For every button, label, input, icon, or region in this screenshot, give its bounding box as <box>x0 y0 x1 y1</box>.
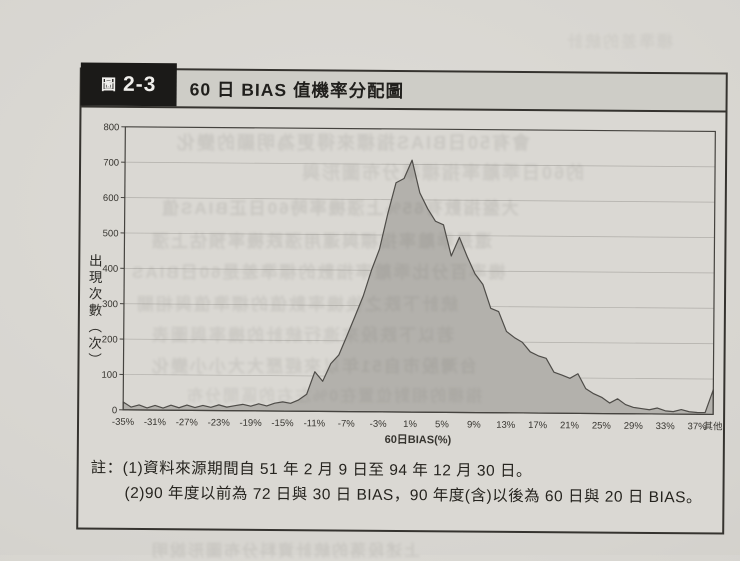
y-tick-label: 100 <box>102 370 118 381</box>
bias-distribution-chart: 0 100 200 300 400 500 600 700 800 -35% -31% -27% -23… <box>93 123 726 462</box>
x-tick-label: 9% <box>467 420 481 431</box>
bias-area-series <box>123 158 715 415</box>
figure-notes: 註：(1)資料來源期間自 51 年 2 月 9 日至 94 年 12 月 30 … <box>90 456 715 511</box>
x-tick-label: 29% <box>624 421 644 432</box>
y-tick-label: 400 <box>102 264 118 275</box>
y-tick-label: 300 <box>102 299 118 310</box>
notes-prefix: 註： <box>91 460 123 477</box>
y-tick-label: 700 <box>103 158 119 169</box>
x-tick-label: 13% <box>496 420 516 431</box>
x-tick-label: -3% <box>370 419 388 430</box>
figure-title: 60 日 BIAS 值機率分配圖 <box>177 70 405 108</box>
figure-label-prefix: 圖 <box>101 74 116 95</box>
x-tick-label: -35% <box>112 417 135 428</box>
bleedthrough-text: 標準差的統計 <box>565 28 673 52</box>
x-tick-label: -23% <box>208 417 231 428</box>
gridline <box>125 162 715 167</box>
y-tick-label: 200 <box>102 334 118 345</box>
note-line-2: (2)90 年度以前為 72 日與 30 日 BIAS，90 年度(含)以後為 … <box>90 481 715 511</box>
x-tick-label: -11% <box>304 418 326 429</box>
figure-header: 圖 2-3 60 日 BIAS 值機率分配圖 <box>82 69 726 112</box>
x-tick-label: 其他 <box>703 420 723 432</box>
x-tick-label: -19% <box>239 418 262 429</box>
y-tick-label: 800 <box>103 123 119 134</box>
bleedthrough-text: 上述段落的統計資料分布圖形說明 <box>150 537 420 561</box>
x-axis-title: 60日BIAS(%) <box>385 433 452 447</box>
y-tick-label: 500 <box>103 228 119 239</box>
x-tick-label: 17% <box>528 420 548 431</box>
x-tick-label: 1% <box>403 419 417 430</box>
x-tick-label: 21% <box>560 420 580 431</box>
x-tick-label: -7% <box>338 418 356 429</box>
x-tick-label: -31% <box>144 417 167 428</box>
y-tick-label: 0 <box>112 405 117 416</box>
x-tick-label: 25% <box>592 420 612 431</box>
figure-label-number: 2-3 <box>123 72 157 96</box>
figure-label-box: 圖 2-3 <box>81 62 177 106</box>
x-tick-label: 5% <box>435 419 449 430</box>
x-tick-label: -15% <box>271 418 294 429</box>
note-line-1-text: (1)資料來源期間自 51 年 2 月 9 日至 94 年 12 月 30 日。 <box>123 460 532 480</box>
x-tick-label: -27% <box>176 417 199 428</box>
y-tick-label: 600 <box>103 193 119 204</box>
x-tick-label: 33% <box>656 421 676 432</box>
